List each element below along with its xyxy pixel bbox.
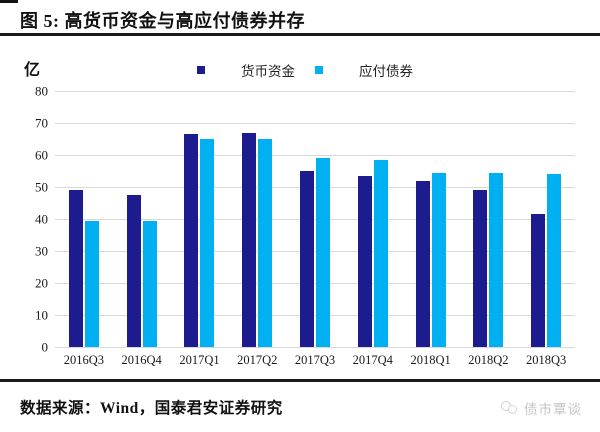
x-tick-label: 2016Q3 [63, 353, 105, 367]
bar [547, 174, 562, 347]
bar [84, 220, 99, 347]
bar [316, 158, 331, 347]
chart-legend: 货币资金 应付债券 [197, 60, 413, 80]
legend-swatch-icon [197, 66, 205, 74]
bar [68, 190, 83, 347]
gridline [55, 251, 575, 252]
x-axis-labels: 2016Q3 2016Q4 2017Q1 2017Q2 2017Q3 2017Q4 2018… [55, 353, 575, 368]
bar [300, 171, 315, 347]
x-tick-label: 2017Q1 [179, 353, 220, 367]
bar-group [171, 91, 229, 347]
watermark: 债市覃谈 [501, 398, 582, 418]
watermark-logo-icon [501, 401, 519, 415]
x-tick-label: 2016Q4 [121, 353, 162, 367]
source-note: 数据来源：Wind，国泰君安证券研究 [20, 400, 283, 417]
bar [200, 139, 215, 347]
gridline [55, 347, 575, 348]
bar-group [113, 91, 171, 347]
legend-item: 应付债券 [315, 60, 413, 80]
y-tick-label: 70 [35, 115, 48, 131]
x-tick-label: 2018Q3 [526, 353, 567, 367]
bar-group [228, 91, 286, 347]
top-left-mark [0, 0, 18, 3]
bar [142, 220, 157, 347]
bar-groups [55, 91, 575, 347]
y-tick-label: 50 [35, 179, 48, 195]
bar [531, 214, 546, 347]
y-tick-label: 80 [35, 83, 48, 99]
bar [415, 180, 430, 347]
bar-group [344, 91, 402, 347]
x-tick-label: 2018Q1 [410, 353, 451, 367]
y-tick-label: 40 [35, 211, 48, 227]
legend-swatch-icon [315, 66, 323, 74]
bar [373, 159, 388, 347]
x-tick-label: 2017Q4 [352, 353, 393, 367]
bar [242, 132, 257, 347]
bar [184, 134, 199, 347]
y-tick-label: 60 [35, 147, 48, 163]
y-tick-label: 20 [35, 275, 48, 291]
legend-label: 应付债券 [359, 64, 413, 79]
bar [473, 190, 488, 347]
gridline [55, 155, 575, 156]
y-axis-unit-label: 亿 [24, 62, 41, 79]
gridline [55, 91, 575, 92]
title-divider [0, 33, 600, 36]
bar [431, 172, 446, 347]
bottom-divider [0, 379, 600, 382]
gridline [55, 123, 575, 124]
gridline [55, 219, 575, 220]
bar-group [55, 91, 113, 347]
bar [489, 172, 504, 347]
y-tick-label: 0 [41, 339, 49, 355]
gridline [55, 187, 575, 188]
watermark-text: 债市覃谈 [524, 402, 582, 417]
gridline [55, 283, 575, 284]
y-tick-label: 10 [35, 307, 48, 323]
x-tick-label: 2018Q2 [468, 353, 509, 367]
bar [258, 139, 273, 347]
bar [126, 195, 141, 347]
x-tick-label: 2017Q3 [294, 353, 336, 367]
bar-group [459, 91, 517, 347]
x-tick-label: 2017Q2 [237, 353, 278, 367]
chart-plot-area: 0 10 20 30 40 50 60 70 80 [35, 85, 575, 354]
legend-item: 货币资金 [197, 60, 295, 80]
gridline [55, 315, 575, 316]
figure-title: 图 5: 高货币资金与高应付债券并存 [20, 11, 305, 31]
legend-label: 货币资金 [241, 64, 295, 79]
bar-group [517, 91, 575, 347]
bar-group [286, 91, 344, 347]
bar [357, 175, 372, 347]
y-tick-label: 30 [35, 243, 48, 259]
bar-group [402, 91, 460, 347]
